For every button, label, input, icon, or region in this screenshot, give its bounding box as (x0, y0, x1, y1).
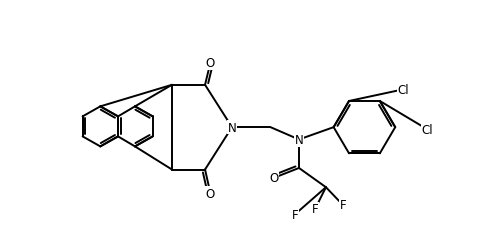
Text: O: O (206, 57, 215, 70)
Text: N: N (228, 121, 236, 134)
Text: F: F (292, 208, 298, 221)
Text: N: N (295, 134, 303, 146)
Text: F: F (340, 199, 346, 212)
Text: F: F (312, 202, 318, 215)
Text: O: O (269, 172, 278, 185)
Text: Cl: Cl (422, 123, 434, 136)
Text: Cl: Cl (397, 84, 409, 97)
Text: O: O (206, 187, 215, 200)
